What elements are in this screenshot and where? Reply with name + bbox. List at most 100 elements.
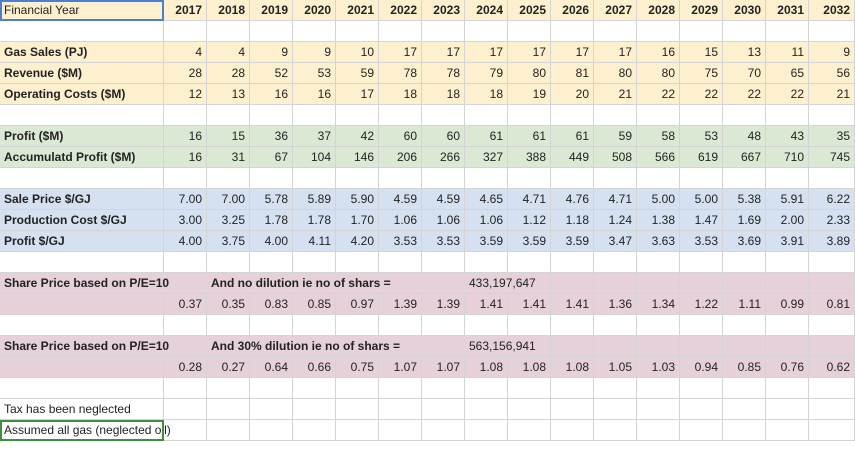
value-cell[interactable]: 1.47 <box>680 210 723 231</box>
empty-cell[interactable] <box>336 378 379 399</box>
empty-cell[interactable] <box>809 378 855 399</box>
empty-cell[interactable] <box>379 420 422 441</box>
value-cell[interactable]: 15 <box>680 42 723 63</box>
value-cell[interactable]: 9 <box>250 42 293 63</box>
empty-cell[interactable] <box>594 378 637 399</box>
empty-cell[interactable] <box>336 399 379 420</box>
empty-cell[interactable] <box>207 420 250 441</box>
share-block-title[interactable]: Share Price based on P/E=10 <box>0 336 207 357</box>
empty-cell[interactable] <box>680 21 723 42</box>
share-block-title[interactable]: Share Price based on P/E=10 <box>0 273 207 294</box>
value-cell[interactable]: 79 <box>465 63 508 84</box>
empty-cell[interactable] <box>250 105 293 126</box>
value-cell[interactable]: 52 <box>250 63 293 84</box>
value-cell[interactable]: 1.03 <box>637 357 680 378</box>
empty-cell[interactable] <box>293 399 336 420</box>
empty-cell[interactable] <box>0 21 164 42</box>
value-cell[interactable]: 0.97 <box>336 294 379 315</box>
value-cell[interactable]: 4.11 <box>293 231 336 252</box>
empty-cell[interactable] <box>207 315 250 336</box>
empty-cell[interactable] <box>336 315 379 336</box>
value-cell[interactable]: 9 <box>293 42 336 63</box>
empty-cell[interactable] <box>250 420 293 441</box>
empty-cell[interactable] <box>766 21 809 42</box>
empty-cell[interactable] <box>551 168 594 189</box>
value-cell[interactable]: 1.41 <box>551 294 594 315</box>
year-header[interactable]: 2031 <box>766 0 809 21</box>
empty-cell[interactable] <box>508 168 551 189</box>
value-cell[interactable]: 4.76 <box>551 189 594 210</box>
empty-cell[interactable] <box>422 378 465 399</box>
value-cell[interactable]: 0.85 <box>293 294 336 315</box>
value-cell[interactable]: 61 <box>551 126 594 147</box>
year-header[interactable]: 2026 <box>551 0 594 21</box>
value-cell[interactable]: 1.78 <box>250 210 293 231</box>
row-label[interactable]: Sale Price $/GJ <box>0 189 164 210</box>
empty-cell[interactable] <box>465 105 508 126</box>
value-cell[interactable]: 1.36 <box>594 294 637 315</box>
empty-cell[interactable] <box>336 420 379 441</box>
value-cell[interactable]: 0.94 <box>680 357 723 378</box>
empty-cell[interactable] <box>809 21 855 42</box>
empty-cell[interactable] <box>766 399 809 420</box>
value-cell[interactable]: 1.39 <box>422 294 465 315</box>
empty-cell[interactable] <box>207 105 250 126</box>
empty-cell[interactable] <box>508 378 551 399</box>
value-cell[interactable]: 745 <box>809 147 855 168</box>
empty-cell[interactable] <box>0 294 164 315</box>
empty-cell[interactable] <box>250 252 293 273</box>
value-cell[interactable]: 81 <box>551 63 594 84</box>
value-cell[interactable]: 5.78 <box>250 189 293 210</box>
empty-cell[interactable] <box>164 315 207 336</box>
empty-cell[interactable] <box>0 252 164 273</box>
empty-cell[interactable] <box>465 399 508 420</box>
empty-cell[interactable] <box>164 168 207 189</box>
empty-cell[interactable] <box>680 420 723 441</box>
value-cell[interactable]: 3.63 <box>637 231 680 252</box>
value-cell[interactable]: 1.22 <box>680 294 723 315</box>
empty-cell[interactable] <box>637 168 680 189</box>
value-cell[interactable]: 59 <box>594 126 637 147</box>
value-cell[interactable]: 17 <box>379 42 422 63</box>
empty-cell[interactable] <box>551 420 594 441</box>
year-header[interactable]: 2028 <box>637 0 680 21</box>
empty-cell[interactable] <box>723 273 766 294</box>
empty-cell[interactable] <box>594 315 637 336</box>
empty-cell[interactable] <box>594 21 637 42</box>
value-cell[interactable]: 18 <box>465 84 508 105</box>
value-cell[interactable]: 449 <box>551 147 594 168</box>
value-cell[interactable]: 4.00 <box>164 231 207 252</box>
empty-cell[interactable] <box>0 378 164 399</box>
empty-cell[interactable] <box>508 105 551 126</box>
value-cell[interactable]: 16 <box>637 42 680 63</box>
value-cell[interactable]: 1.12 <box>508 210 551 231</box>
note-cell[interactable]: Assumed all gas (neglected oil) <box>0 420 171 441</box>
empty-cell[interactable] <box>809 252 855 273</box>
value-cell[interactable]: 80 <box>594 63 637 84</box>
value-cell[interactable]: 1.06 <box>422 210 465 231</box>
empty-cell[interactable] <box>766 252 809 273</box>
value-cell[interactable]: 1.07 <box>422 357 465 378</box>
empty-cell[interactable] <box>164 252 207 273</box>
empty-cell[interactable] <box>336 252 379 273</box>
value-cell[interactable]: 5.90 <box>336 189 379 210</box>
empty-cell[interactable] <box>508 315 551 336</box>
value-cell[interactable]: 13 <box>723 42 766 63</box>
value-cell[interactable]: 0.85 <box>723 357 766 378</box>
value-cell[interactable]: 22 <box>766 84 809 105</box>
empty-cell[interactable] <box>723 105 766 126</box>
empty-cell[interactable] <box>250 21 293 42</box>
empty-cell[interactable] <box>422 252 465 273</box>
year-header[interactable]: 2024 <box>465 0 508 21</box>
empty-cell[interactable] <box>766 105 809 126</box>
value-cell[interactable]: 59 <box>336 63 379 84</box>
empty-cell[interactable] <box>465 168 508 189</box>
value-cell[interactable]: 4 <box>207 42 250 63</box>
empty-cell[interactable] <box>551 315 594 336</box>
value-cell[interactable]: 1.18 <box>551 210 594 231</box>
value-cell[interactable]: 0.35 <box>207 294 250 315</box>
empty-cell[interactable] <box>637 420 680 441</box>
empty-cell[interactable] <box>809 399 855 420</box>
value-cell[interactable]: 0.64 <box>250 357 293 378</box>
empty-cell[interactable] <box>680 273 723 294</box>
